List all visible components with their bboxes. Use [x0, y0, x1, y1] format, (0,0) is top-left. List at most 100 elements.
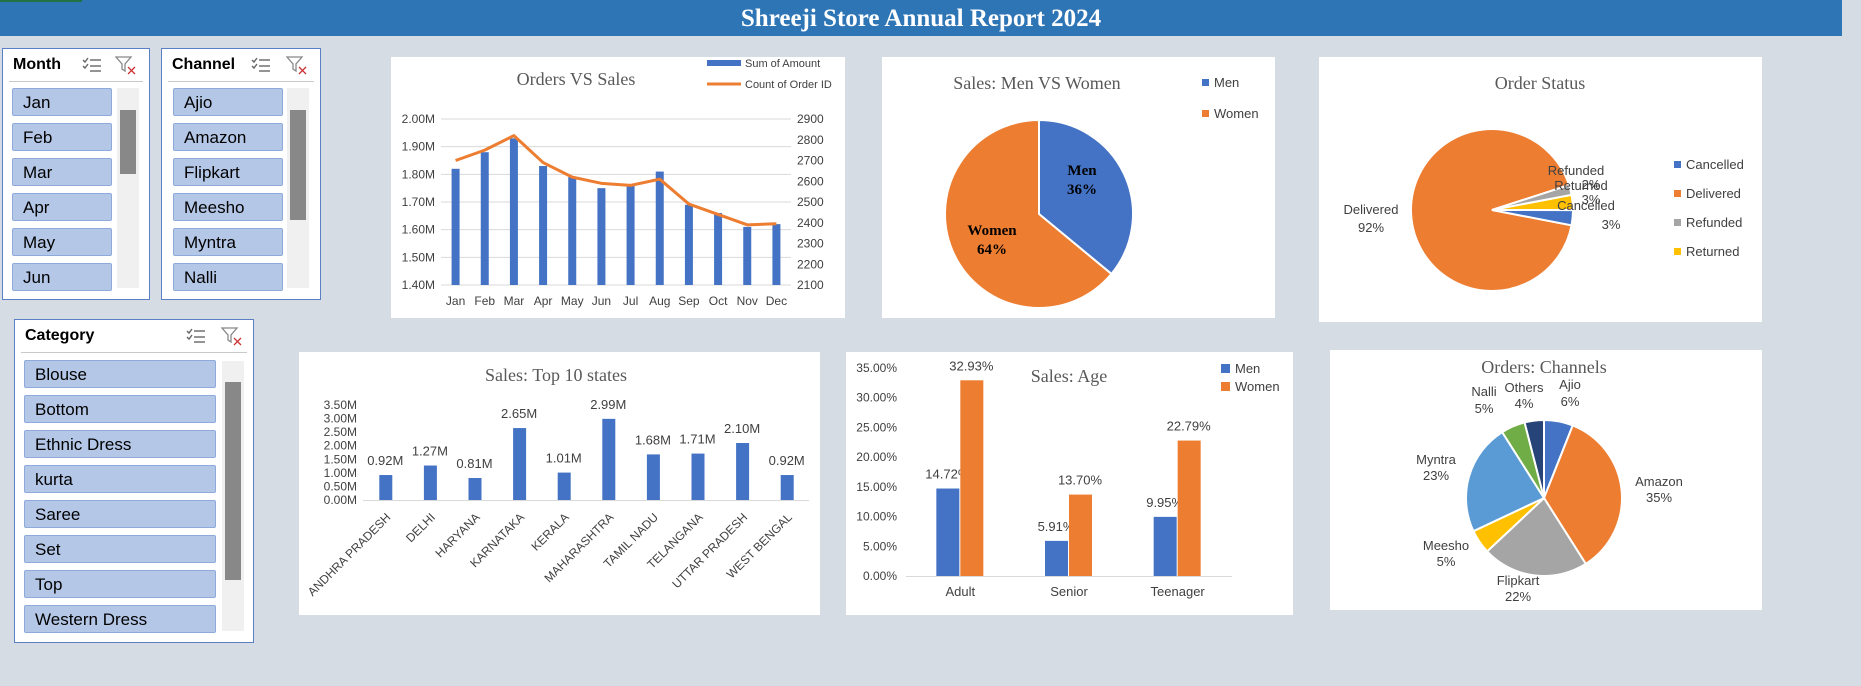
pie-slice[interactable]: [1485, 496, 1588, 577]
state-bar[interactable]: [513, 428, 527, 500]
state-bar[interactable]: [602, 418, 616, 500]
selected-cell-indicator[interactable]: [0, 0, 82, 2]
state-bar[interactable]: [557, 472, 571, 500]
sales-gender-chart[interactable]: Sales: Men VS Women Men 36% Men Women 64% Wome…: [882, 57, 1275, 318]
legend-label: Delivered: [1686, 186, 1741, 201]
y-tick-label: 35.00%: [856, 361, 897, 375]
amount-bar[interactable]: [451, 168, 460, 285]
women-age-bar[interactable]: [960, 380, 984, 576]
month-slicer-item[interactable]: Feb: [12, 123, 112, 151]
channel-slicer-item[interactable]: Myntra: [173, 228, 283, 256]
data-label: 9.95%: [1146, 495, 1183, 510]
orders-channels-chart[interactable]: Orders: Channels Ajio 6% Amazon 35% Flipkart 2…: [1330, 350, 1762, 610]
x-tick-label: Jul: [623, 294, 638, 308]
men-age-bar[interactable]: [936, 488, 960, 576]
month-slicer-item[interactable]: Mar: [12, 158, 112, 186]
y2-tick-label: 2600: [797, 174, 824, 188]
clear-filter-icon[interactable]: [114, 55, 137, 75]
pie-slice[interactable]: [1542, 424, 1623, 566]
channel-slicer-item[interactable]: Meesho: [173, 193, 283, 221]
slice-name-label: Myntra: [1416, 452, 1457, 467]
amount-bar[interactable]: [480, 152, 489, 285]
category-slicer-item[interactable]: Bottom: [24, 395, 216, 423]
data-label: 0.92M: [367, 453, 403, 468]
amount-bar[interactable]: [743, 226, 752, 285]
channel-slicer-item[interactable]: Amazon: [173, 123, 283, 151]
clear-filter-icon[interactable]: [285, 55, 308, 75]
state-bar[interactable]: [423, 465, 437, 500]
data-label: 0.92M: [769, 453, 805, 468]
legend-label: Refunded: [1686, 215, 1742, 230]
men-age-bar[interactable]: [1045, 540, 1068, 576]
amount-bar[interactable]: [684, 204, 693, 285]
amount-bar[interactable]: [597, 188, 606, 285]
sales-age-chart[interactable]: Sales: Age 0.00% 5.00% 10.00% 15.00% 20.00% 25…: [846, 352, 1293, 615]
category-slicer-item[interactable]: Top: [24, 570, 216, 598]
women-age-bar[interactable]: [1069, 494, 1092, 576]
category-slicer-item[interactable]: Set: [24, 535, 216, 563]
y2-tick-label: 2100: [797, 278, 824, 292]
month-slicer-title: Month: [13, 56, 61, 73]
y-tick-label: 15.00%: [856, 480, 897, 494]
amount-bar[interactable]: [539, 166, 548, 285]
pie-slice[interactable]: [1038, 118, 1134, 276]
state-bar[interactable]: [691, 453, 705, 500]
order-count-line[interactable]: [455, 134, 777, 227]
amount-bar[interactable]: [509, 138, 518, 285]
pie-slice[interactable]: [1491, 209, 1575, 227]
category-slicer-item[interactable]: Saree: [24, 500, 216, 528]
month-slicer-item[interactable]: Jan: [12, 88, 112, 116]
month-slicer-item[interactable]: May: [12, 228, 112, 256]
y-tick-label: 1.00M: [324, 466, 357, 480]
multi-select-icon[interactable]: [81, 55, 103, 75]
pie-slice[interactable]: [1523, 418, 1545, 499]
slice-percent-label: 22%: [1505, 589, 1531, 604]
state-bar[interactable]: [468, 478, 482, 500]
pie-slice[interactable]: [1410, 128, 1573, 292]
category-slicer-item[interactable]: Western Dress: [24, 605, 216, 633]
men-age-bar[interactable]: [1153, 516, 1177, 576]
category-slicer-item[interactable]: Ethnic Dress: [24, 430, 216, 458]
clear-filter-icon[interactable]: [220, 326, 243, 346]
channel-slicer-item[interactable]: Nalli: [173, 263, 283, 291]
top-states-chart[interactable]: Sales: Top 10 states 0.00M 0.50M 1.00M 1.50M…: [299, 352, 820, 615]
legend-swatch: [1202, 79, 1209, 86]
x-tick-label: UTTAR PRADESH: [669, 510, 750, 591]
slice-percent-label: 6%: [1561, 394, 1580, 409]
amount-bar[interactable]: [772, 224, 781, 285]
x-tick-label: DELHI: [403, 510, 438, 545]
order-status-chart[interactable]: Order Status Delivered 92% Refunded 2% Return…: [1319, 57, 1762, 322]
category-slicer-item[interactable]: Blouse: [24, 360, 216, 388]
y-tick-label: 0.00M: [324, 493, 357, 507]
month-slicer-item[interactable]: Jun: [12, 263, 112, 291]
multi-select-icon[interactable]: [185, 326, 207, 346]
slice-percent-label: 23%: [1423, 468, 1449, 483]
data-label: 1.68M: [635, 432, 671, 447]
channel-slicer-item[interactable]: Ajio: [173, 88, 283, 116]
orders-vs-sales-chart[interactable]: Orders VS Sales 1.40M 1.50M 1.60M 1.70M 1.80M…: [391, 57, 845, 318]
channel-slicer-item[interactable]: Flipkart: [173, 158, 283, 186]
x-tick-label: Teenager: [1151, 584, 1206, 599]
state-bar[interactable]: [780, 475, 794, 500]
amount-bar[interactable]: [714, 213, 723, 285]
pie-slice[interactable]: [944, 118, 1113, 309]
category-slicer-item[interactable]: kurta: [24, 465, 216, 493]
category-slicer-scroll-thumb[interactable]: [225, 382, 241, 580]
state-bar[interactable]: [736, 443, 750, 500]
slice-percent-label: 64%: [977, 242, 1007, 258]
month-slicer-scroll-thumb[interactable]: [120, 110, 136, 174]
amount-bar[interactable]: [568, 177, 577, 285]
month-slicer-item[interactable]: Apr: [12, 193, 112, 221]
x-tick-label: Oct: [709, 294, 728, 308]
data-label: 2.65M: [501, 406, 537, 421]
channel-slicer-scroll-thumb[interactable]: [290, 110, 306, 220]
women-age-bar[interactable]: [1177, 440, 1201, 576]
state-bar[interactable]: [646, 454, 660, 500]
amount-bar[interactable]: [655, 171, 664, 285]
amount-bar[interactable]: [626, 185, 635, 285]
slice-name-label: Delivered: [1344, 202, 1399, 217]
pie-slice[interactable]: [1465, 430, 1546, 533]
multi-select-icon[interactable]: [250, 55, 272, 75]
state-bar[interactable]: [379, 475, 393, 500]
y-tick-label: 20.00%: [856, 450, 897, 464]
